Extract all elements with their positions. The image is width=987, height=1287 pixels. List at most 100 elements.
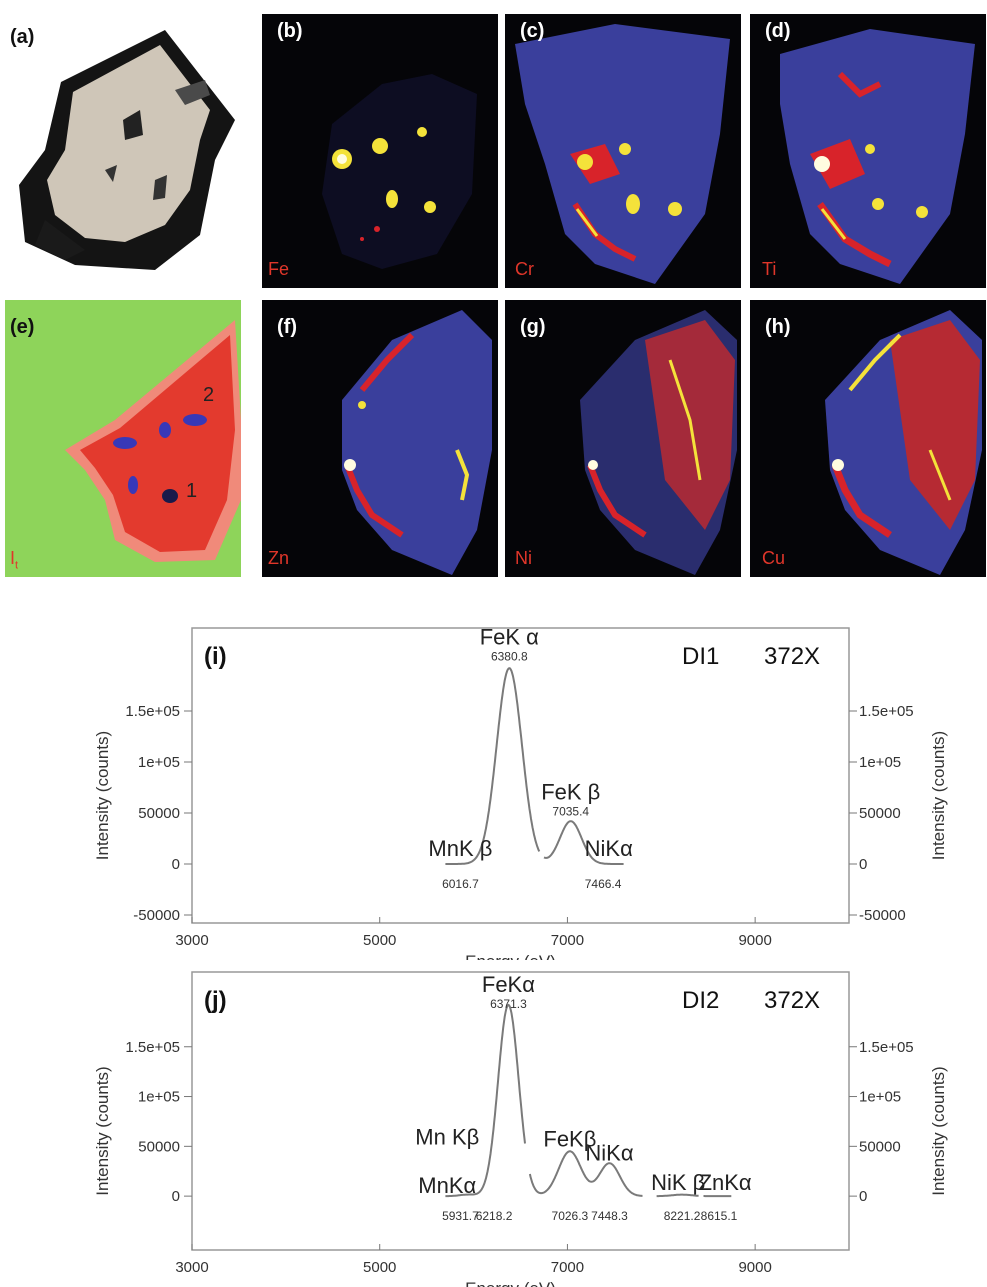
y-axis-title-left: Intensity (counts): [93, 1066, 112, 1195]
sample-label: DI2: [682, 987, 719, 1014]
x-tick-label: 3000: [175, 932, 208, 949]
y-axis-title-left: Intensity (counts): [93, 731, 112, 860]
panel-g-ni-map: [505, 300, 741, 577]
x-axis-title: Energy (eV): [465, 1279, 556, 1287]
x-tick-label: 5000: [363, 932, 396, 949]
panel-b-element: Fe: [268, 259, 290, 279]
peak-label: NiK β: [651, 1170, 705, 1195]
plot-frame: [191, 627, 850, 924]
x-tick-label: 9000: [738, 1259, 771, 1276]
panel-c-element: Cr: [515, 259, 534, 279]
peak-energy-label: 7026.3: [552, 1209, 589, 1223]
y-axis-title-right: Intensity (counts): [929, 731, 948, 860]
total-intensity-map: [65, 320, 241, 562]
spectrum-line-3: [656, 1193, 699, 1198]
y-tick-label-left: 50000: [138, 805, 180, 822]
spectrum-line-1: [445, 667, 541, 865]
panel-a-label: (a): [10, 26, 35, 48]
y-tick-label-right: 50000: [859, 1138, 901, 1155]
panel-f-label: (f): [277, 316, 297, 338]
peak-energy-label: 5931.7: [442, 1209, 479, 1223]
y-tick-label-right: -50000: [859, 907, 906, 924]
peak-energy-label: 7466.4: [585, 877, 622, 891]
y-tick-label-left: 0: [172, 1188, 180, 1205]
panel-c-label: (c): [520, 20, 545, 42]
peak-label: NiKα: [585, 836, 633, 861]
ti-elemental-map: [780, 29, 975, 284]
panel-f-element: Zn: [268, 548, 290, 568]
peak-label: FeKα: [482, 972, 535, 997]
y-tick-label-right: 1.5e+05: [859, 1039, 914, 1056]
panel-g-label: (g): [520, 316, 546, 338]
peak-energy-label: 6218.2: [476, 1209, 513, 1223]
spectrum-chart-i: (i) DI1 372X 3000 5000 7000 9000 -50000 -50000 0 0…: [0, 620, 987, 960]
peak-label: NiKα: [585, 1140, 633, 1165]
y-tick-label-right: 0: [859, 1188, 867, 1205]
peak-label: MnK β: [428, 836, 492, 861]
x-tick-label: 7000: [551, 932, 584, 949]
panel-e-intensity-map: [5, 300, 241, 577]
spectrum-line-1: [445, 1003, 526, 1198]
panel-d-ti-map: [750, 14, 986, 288]
region-label-1: 1: [186, 480, 198, 502]
panel-d-label: (d): [765, 20, 791, 42]
y-tick-label-left: 0: [172, 856, 180, 873]
x-tick-label: 3000: [175, 1259, 208, 1276]
y-tick-label-left: 1e+05: [138, 754, 180, 771]
y-tick-label-right: 1e+05: [859, 754, 901, 771]
y-tick-label-right: 0: [859, 856, 867, 873]
y-axis-title-right: Intensity (counts): [929, 1066, 948, 1195]
spectrum-line-2: [528, 1150, 643, 1197]
panel-label: (i): [204, 643, 227, 670]
panel-b-label: (b): [277, 20, 303, 42]
peak-label: FeK β: [541, 780, 600, 805]
x-axis-title: Energy (eV): [465, 952, 556, 960]
panel-h-cu-map: [750, 300, 986, 577]
y-tick-label-left: 1.5e+05: [125, 703, 180, 720]
magnification-label: 372X: [764, 643, 820, 670]
peak-energy-label: 8615.1: [701, 1209, 738, 1223]
magnification-label: 372X: [764, 987, 820, 1014]
peak-label: Mn Kβ: [415, 1124, 479, 1149]
x-tick-label: 7000: [551, 1259, 584, 1276]
region-label-2: 2: [203, 384, 215, 406]
spectrum-line-2: [543, 820, 624, 865]
zn-elemental-map: [342, 310, 492, 575]
ni-elemental-map: [580, 310, 737, 575]
panel-g-element: Ni: [515, 548, 532, 568]
peak-energy-label: 6380.8: [491, 650, 528, 664]
cr-elemental-map: [515, 24, 730, 284]
peak-energy-label: 6016.7: [442, 877, 479, 891]
y-tick-label-left: 50000: [138, 1138, 180, 1155]
panel-e-element-subscript: t: [15, 559, 19, 572]
panel-h-label: (h): [765, 316, 791, 338]
panel-b-fe-map: [262, 14, 498, 288]
peak-energy-label: 6371.3: [490, 997, 527, 1011]
panel-e-label: (e): [10, 316, 35, 338]
spectrum-chart-j-svg: (j) DI2 372X 3000 5000 7000 9000 0 0 50000 50000 1e…: [93, 971, 948, 1287]
fe-elemental-map: [322, 74, 477, 269]
optical-micrograph: [5, 10, 245, 282]
peak-label: FeKβ: [543, 1126, 596, 1151]
peak-energy-label: 7035.4: [552, 805, 589, 819]
spectrum-chart-j: (j) DI2 372X 3000 5000 7000 9000 0 0 50000 50000 1e…: [0, 962, 987, 1287]
y-tick-label-left: 1e+05: [138, 1089, 180, 1106]
peak-label: MnKα: [418, 1173, 476, 1198]
panel-label: (j): [204, 987, 227, 1014]
cu-elemental-map: [825, 310, 982, 575]
panel-d-element: Ti: [762, 259, 777, 279]
x-tick-label: 5000: [363, 1259, 396, 1276]
peak-energy-label: 8221.2: [664, 1209, 701, 1223]
panel-c-cr-map: [505, 14, 741, 288]
y-tick-label-left: -50000: [133, 907, 180, 924]
peak-energy-label: 7448.3: [591, 1209, 628, 1223]
y-tick-label-left: 1.5e+05: [125, 1039, 180, 1056]
peak-label: FeK α: [480, 625, 539, 650]
panel-e-element-symbol: I: [10, 548, 16, 568]
y-tick-label-right: 50000: [859, 805, 901, 822]
sample-label: DI1: [682, 643, 719, 670]
y-tick-label-right: 1.5e+05: [859, 703, 914, 720]
y-tick-label-right: 1e+05: [859, 1089, 901, 1106]
panel-a-optical-image: [5, 10, 245, 282]
plot-frame: [191, 971, 850, 1251]
